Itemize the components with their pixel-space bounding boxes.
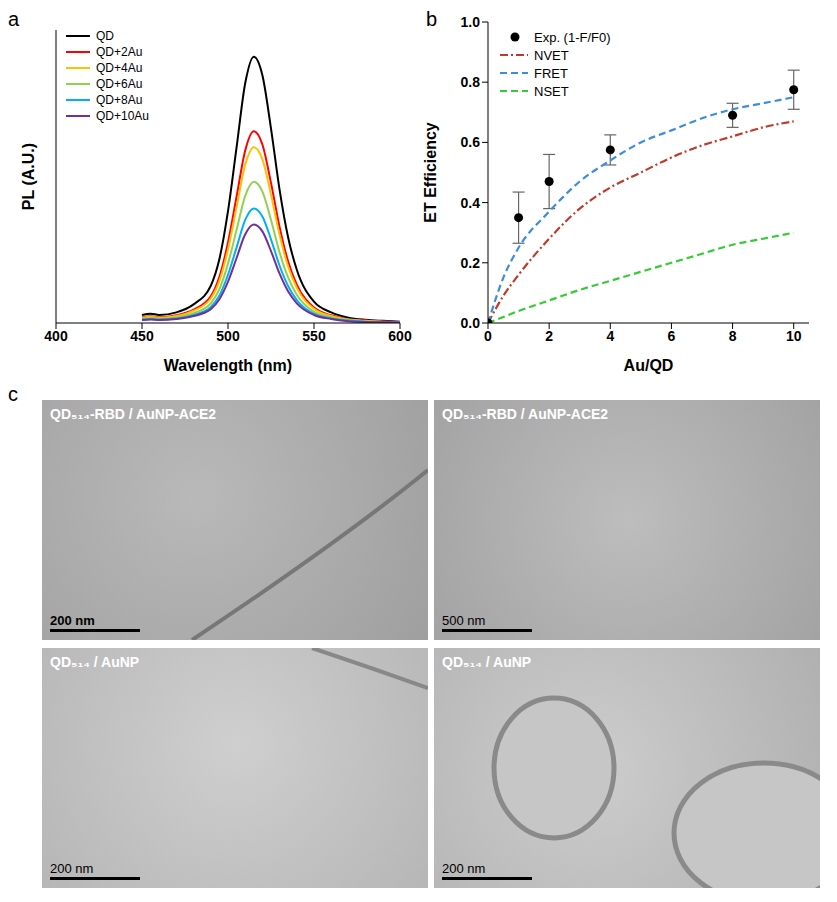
svg-text:2: 2 (545, 328, 553, 344)
svg-text:4: 4 (606, 328, 614, 344)
svg-text:10: 10 (786, 328, 802, 344)
html-text:NVET: NVET (534, 47, 569, 63)
html-text:QD+4Au: QD+4Au (96, 61, 143, 75)
svg-text:0.2: 0.2 (461, 255, 481, 271)
html-text:QD₅₁₄-RBD / AuNP-ACE2: QD₅₁₄-RBD / AuNP-ACE2 (50, 406, 217, 422)
html-text:QD+6Au: QD+6Au (96, 77, 143, 91)
html-text:Exp. (1-F/F0): Exp. (1-F/F0) (534, 29, 611, 45)
svg-text:0.8: 0.8 (461, 74, 481, 90)
svg-text:450: 450 (130, 328, 154, 344)
svg-text:1.0: 1.0 (461, 14, 481, 30)
svg-text:8: 8 (729, 328, 737, 344)
html-text:b: b (426, 8, 438, 30)
svg-text:500: 500 (216, 328, 240, 344)
html-text:QD₅₁₄-RBD / AuNP-ACE2: QD₅₁₄-RBD / AuNP-ACE2 (442, 406, 609, 422)
svg-text:PL (A.U.): PL (A.U.) (20, 143, 37, 210)
svg-text:ET Efficiency: ET Efficiency (422, 122, 439, 223)
html-text:QD+2Au: QD+2Au (96, 45, 143, 59)
html-text:FRET: FRET (534, 65, 568, 81)
html-text:QD+10Au: QD+10Au (96, 109, 149, 123)
svg-text:6: 6 (668, 328, 676, 344)
html-text:QD: QD (96, 29, 114, 43)
html-text:a: a (8, 8, 20, 30)
html-text:200 nm: 200 nm (442, 861, 486, 876)
html-text:QD+8Au: QD+8Au (96, 93, 143, 107)
svg-text:400: 400 (44, 328, 68, 344)
svg-text:0.0: 0.0 (461, 315, 481, 331)
html-text:200 nm: 200 nm (50, 861, 94, 876)
svg-text:0.4: 0.4 (461, 195, 481, 211)
html-text:500 nm: 500 nm (442, 613, 486, 628)
html-text:200 nm: 200 nm (50, 613, 95, 628)
html-text:QD₅₁₄ / AuNP: QD₅₁₄ / AuNP (442, 654, 532, 670)
svg-text:550: 550 (302, 328, 326, 344)
html-text:NSET: NSET (534, 83, 569, 99)
svg-text:0.6: 0.6 (461, 134, 481, 150)
svg-text:0: 0 (484, 328, 492, 344)
svg-text:Wavelength (nm): Wavelength (nm) (164, 357, 292, 374)
html-text:c: c (8, 383, 18, 405)
svg-text:600: 600 (388, 328, 412, 344)
svg-text:Au/QD: Au/QD (624, 357, 674, 374)
html-text:QD₅₁₄ / AuNP: QD₅₁₄ / AuNP (50, 654, 140, 670)
